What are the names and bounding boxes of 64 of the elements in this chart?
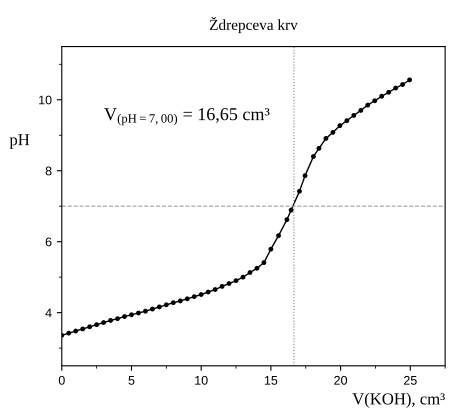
point (379, 94, 384, 99)
x-tick-label: 0 (58, 376, 65, 385)
point (122, 314, 127, 319)
point (108, 318, 114, 323)
x-tick-label: 20 (334, 376, 348, 385)
point (94, 322, 100, 328)
point (115, 316, 120, 322)
point (261, 260, 266, 266)
point (142, 308, 148, 314)
point (330, 130, 336, 135)
point (184, 296, 190, 302)
point (358, 108, 364, 113)
point (400, 82, 406, 87)
point (226, 281, 232, 286)
point (136, 310, 141, 316)
point (284, 217, 290, 222)
point (150, 306, 155, 312)
point (344, 118, 350, 124)
point (206, 290, 211, 294)
y-tick-label: 6 (46, 237, 52, 246)
point (365, 102, 370, 108)
point (198, 292, 204, 297)
point (156, 304, 162, 310)
y-tick-label: 4 (45, 308, 52, 318)
point (220, 284, 225, 289)
point (268, 246, 274, 252)
point (73, 328, 78, 334)
point (297, 188, 302, 194)
point (276, 233, 281, 238)
point (248, 270, 252, 275)
x-tick-label: 5 (128, 376, 134, 385)
point (101, 320, 106, 326)
point (80, 326, 86, 332)
point (310, 154, 316, 159)
x-axis-title: V(KOH), cm³ (352, 392, 445, 408)
point (351, 112, 356, 118)
point (393, 86, 398, 90)
point (240, 274, 246, 280)
point (372, 98, 378, 104)
point (407, 77, 412, 82)
y-tick-label: 10 (39, 96, 52, 104)
y-axis-title: pH (10, 134, 30, 149)
point (87, 324, 92, 330)
point (254, 266, 260, 271)
y-tick-label: 8 (46, 166, 52, 176)
chart-title: Ždrepceva krv (210, 16, 298, 34)
point (66, 330, 72, 336)
point (324, 136, 328, 141)
x-tick-label: 25 (404, 376, 417, 385)
point (234, 278, 238, 284)
point (178, 298, 183, 304)
x-tick-label: 10 (195, 376, 208, 385)
point (386, 90, 392, 95)
point (316, 146, 322, 151)
point (170, 300, 176, 306)
point (212, 287, 218, 292)
x-tick-label: 15 (264, 376, 278, 385)
point (164, 302, 169, 308)
point (337, 123, 342, 128)
annotation: V$_{(pH=7,00)}$ = 16,65 cm³ (104, 108, 270, 126)
point (288, 208, 294, 213)
point (302, 173, 308, 178)
point (129, 312, 134, 318)
point (192, 294, 197, 300)
